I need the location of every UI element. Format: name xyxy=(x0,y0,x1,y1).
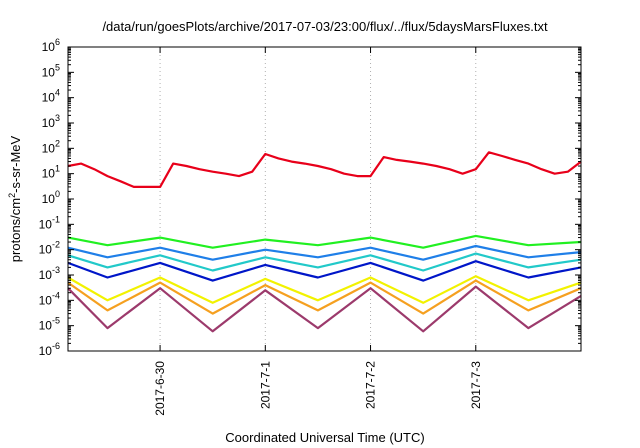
y-tick-label: 101 xyxy=(42,164,60,181)
y-tick-label: 103 xyxy=(42,113,60,130)
x-tick-label: 2017-7-1 xyxy=(258,361,272,409)
x-tick-label: 2017-6-30 xyxy=(153,361,167,416)
y-tick-base: 10 xyxy=(42,40,56,54)
y-axis-label: protons/cm2-s-sr-MeV xyxy=(7,135,23,262)
y-tick-label: 106 xyxy=(42,37,60,54)
y-tick-exponent: 3 xyxy=(55,113,60,123)
series-group xyxy=(67,151,582,333)
y-tick-exponent: -3 xyxy=(52,265,60,275)
grid xyxy=(159,47,477,351)
series-line-6 xyxy=(67,275,582,304)
y-axis-ticks: 10-610-510-410-310-210-11001011021031041… xyxy=(39,37,581,358)
y-tick-exponent: -1 xyxy=(52,214,60,224)
y-tick-label: 10-3 xyxy=(39,265,60,282)
y-tick-exponent: -6 xyxy=(52,341,60,351)
y-tick-base: 10 xyxy=(42,116,56,130)
y-tick-base: 10 xyxy=(39,344,53,358)
y-tick-exponent: 1 xyxy=(55,164,60,174)
y-tick-base: 10 xyxy=(39,243,53,257)
series-line-5 xyxy=(67,260,582,282)
x-tick-label: 2017-7-3 xyxy=(469,361,483,409)
x-axis-ticks: 2017-6-30 2017-7-1 2017-7-2 2017-7-3 xyxy=(153,47,483,416)
y-tick-base: 10 xyxy=(42,91,56,105)
y-tick-exponent: -2 xyxy=(52,240,60,250)
y-tick-label: 10-1 xyxy=(39,214,60,231)
x-axis-label: Coordinated Universal Time (UTC) xyxy=(225,430,424,445)
plot-frame xyxy=(67,46,582,352)
y-tick-exponent: 5 xyxy=(55,62,60,72)
y-tick-label: 10-5 xyxy=(39,316,60,333)
y-tick-exponent: 0 xyxy=(55,189,60,199)
y-tick-base: 10 xyxy=(39,217,53,231)
x-tick-label: 2017-7-2 xyxy=(364,361,378,409)
y-tick-base: 10 xyxy=(42,65,56,79)
series-line-3 xyxy=(67,244,582,261)
series-line-8 xyxy=(67,285,582,333)
chart-title: /data/run/goesPlots/archive/2017-07-03/2… xyxy=(102,19,548,34)
y-tick-exponent: 4 xyxy=(55,88,60,98)
y-tick-base: 10 xyxy=(42,167,56,181)
y-tick-exponent: -4 xyxy=(52,290,60,300)
series-line-2 xyxy=(67,234,582,249)
y-tick-label: 10-4 xyxy=(39,290,60,307)
y-tick-label: 10-6 xyxy=(39,341,60,358)
y-tick-label: 100 xyxy=(42,189,60,206)
y-tick-label: 102 xyxy=(42,138,60,155)
y-tick-base: 10 xyxy=(39,293,53,307)
y-tick-label: 104 xyxy=(42,88,60,105)
y-tick-label: 10-2 xyxy=(39,240,60,257)
y-tick-exponent: 2 xyxy=(55,138,60,148)
y-tick-base: 10 xyxy=(42,141,56,155)
y-tick-label: 105 xyxy=(42,62,60,79)
series-line-4 xyxy=(67,252,582,272)
series-line-1 xyxy=(67,151,582,188)
y-axis-label-part2: -s-sr-MeV xyxy=(8,135,23,192)
y-axis-label-part1: protons/cm xyxy=(8,198,23,262)
series-line-7 xyxy=(67,279,582,315)
y-tick-exponent: 6 xyxy=(55,37,60,47)
y-tick-base: 10 xyxy=(42,192,56,206)
y-tick-base: 10 xyxy=(39,319,53,333)
y-axis-label-superscript: 2 xyxy=(7,193,17,198)
y-tick-base: 10 xyxy=(39,268,53,282)
y-tick-exponent: -5 xyxy=(52,316,60,326)
